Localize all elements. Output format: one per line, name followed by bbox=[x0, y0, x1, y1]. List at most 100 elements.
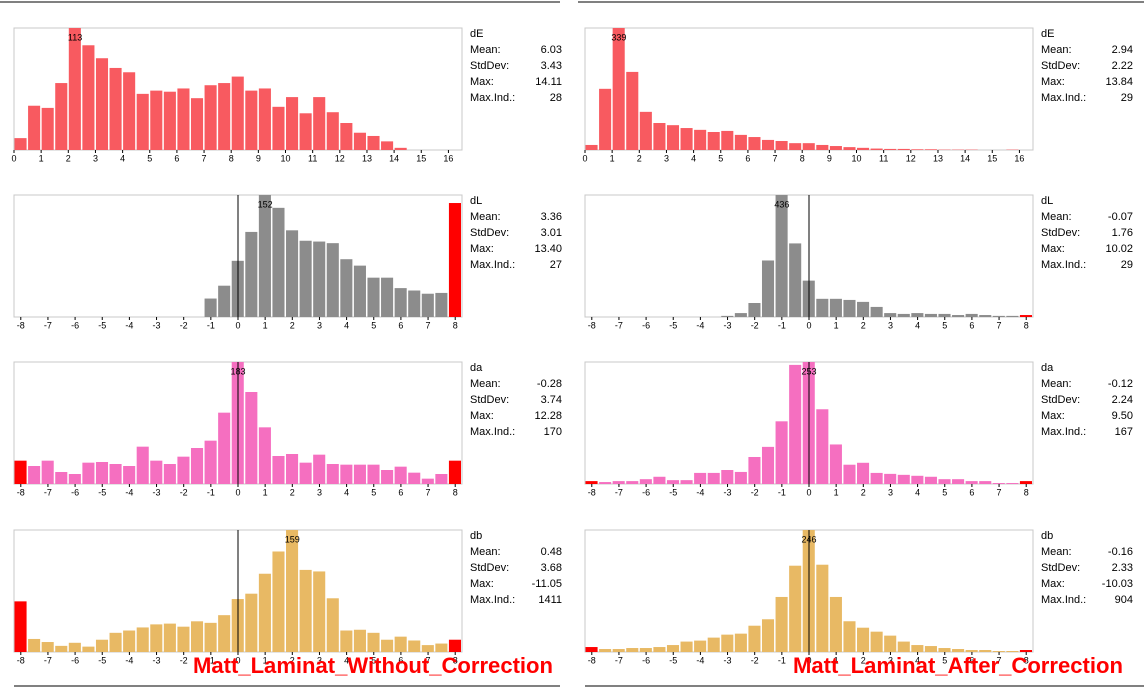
x-tick-label: -6 bbox=[71, 487, 79, 497]
bar bbox=[55, 472, 68, 484]
bar bbox=[353, 629, 366, 652]
x-tick-label: 2 bbox=[861, 655, 866, 665]
x-tick-label: 8 bbox=[453, 655, 458, 665]
x-tick-label: -2 bbox=[751, 487, 759, 497]
bar bbox=[829, 298, 842, 317]
peak-label: 436 bbox=[774, 199, 789, 209]
stat-label: StdDev: bbox=[1041, 60, 1080, 72]
bar bbox=[204, 85, 217, 150]
bar bbox=[924, 313, 937, 317]
bar bbox=[585, 144, 598, 150]
bar bbox=[870, 472, 883, 484]
bar bbox=[748, 625, 761, 652]
x-tick-label: 8 bbox=[1024, 320, 1029, 330]
bar bbox=[911, 475, 924, 484]
bar bbox=[448, 203, 461, 317]
x-tick-label: -5 bbox=[98, 655, 106, 665]
bar bbox=[435, 474, 448, 484]
bar bbox=[136, 446, 149, 484]
bar bbox=[394, 288, 407, 317]
peak-label: 253 bbox=[801, 366, 816, 376]
stats-title: db bbox=[1041, 530, 1053, 542]
stat-label: Max: bbox=[470, 578, 494, 590]
bar bbox=[626, 648, 639, 652]
bar bbox=[599, 88, 612, 150]
x-tick-label: 2 bbox=[861, 320, 866, 330]
x-tick-label: -1 bbox=[207, 320, 215, 330]
x-tick-label: 10 bbox=[281, 153, 291, 163]
stat-value: -10.03 bbox=[1102, 578, 1133, 590]
x-tick-label: 1 bbox=[834, 655, 839, 665]
bar bbox=[585, 647, 598, 652]
bar bbox=[109, 67, 122, 150]
stat-label: Max: bbox=[1041, 243, 1065, 255]
bar bbox=[734, 134, 747, 150]
x-tick-label: 7 bbox=[773, 153, 778, 163]
caption: Matt_Laminat_After_Correction bbox=[793, 653, 1123, 678]
bar bbox=[639, 479, 652, 484]
x-tick-label: -5 bbox=[669, 655, 677, 665]
bar bbox=[394, 466, 407, 484]
bar bbox=[421, 645, 434, 652]
bar bbox=[884, 148, 897, 150]
x-tick-label: 6 bbox=[969, 487, 974, 497]
bar bbox=[884, 635, 897, 652]
bar bbox=[41, 107, 54, 150]
bar bbox=[911, 645, 924, 652]
x-tick-label: 7 bbox=[997, 320, 1002, 330]
stat-label: Max.Ind.: bbox=[470, 259, 515, 271]
bar bbox=[775, 596, 788, 652]
x-tick-label: 5 bbox=[942, 320, 947, 330]
x-tick-label: 9 bbox=[827, 153, 832, 163]
bar bbox=[775, 195, 788, 317]
x-tick-label: -3 bbox=[153, 487, 161, 497]
bar bbox=[353, 464, 366, 484]
x-tick-label: 3 bbox=[317, 320, 322, 330]
bar bbox=[68, 642, 81, 652]
x-tick-label: 8 bbox=[229, 153, 234, 163]
bar bbox=[82, 45, 95, 150]
bar bbox=[258, 88, 271, 150]
bar bbox=[992, 651, 1005, 652]
x-tick-label: -7 bbox=[615, 655, 623, 665]
bar bbox=[204, 298, 217, 317]
stat-label: StdDev: bbox=[470, 394, 509, 406]
x-tick-label: 6 bbox=[969, 320, 974, 330]
x-tick-label: -7 bbox=[615, 487, 623, 497]
stats-title: db bbox=[470, 530, 482, 542]
x-tick-label: 0 bbox=[806, 487, 811, 497]
bar bbox=[14, 601, 27, 652]
x-tick-label: 4 bbox=[915, 320, 920, 330]
x-tick-label: -1 bbox=[778, 320, 786, 330]
bar bbox=[326, 598, 339, 652]
bar bbox=[421, 293, 434, 317]
bar bbox=[979, 315, 992, 317]
bar bbox=[245, 90, 258, 150]
bar bbox=[177, 456, 190, 484]
x-tick-label: 13 bbox=[362, 153, 372, 163]
stat-label: Max: bbox=[1041, 410, 1065, 422]
peak-label: 246 bbox=[801, 534, 816, 544]
stat-value: 167 bbox=[1115, 426, 1133, 438]
x-tick-label: -1 bbox=[207, 487, 215, 497]
stat-label: Max.Ind.: bbox=[1041, 92, 1086, 104]
x-tick-label: 7 bbox=[426, 320, 431, 330]
bar bbox=[761, 139, 775, 150]
x-tick-label: 11 bbox=[879, 153, 888, 163]
bar bbox=[68, 474, 81, 484]
x-tick-label: 5 bbox=[942, 487, 947, 497]
bar bbox=[340, 630, 353, 652]
bar bbox=[190, 621, 204, 652]
stat-label: StdDev: bbox=[470, 562, 509, 574]
stat-label: Max: bbox=[470, 410, 494, 422]
bar bbox=[299, 240, 312, 317]
bar bbox=[789, 364, 802, 484]
stat-label: Max.Ind.: bbox=[1041, 594, 1086, 606]
bar bbox=[177, 626, 190, 652]
bar bbox=[911, 313, 924, 317]
bar bbox=[924, 476, 937, 484]
bar bbox=[123, 466, 136, 484]
bar bbox=[884, 313, 897, 317]
x-tick-label: 15 bbox=[416, 153, 426, 163]
bar bbox=[775, 141, 788, 150]
